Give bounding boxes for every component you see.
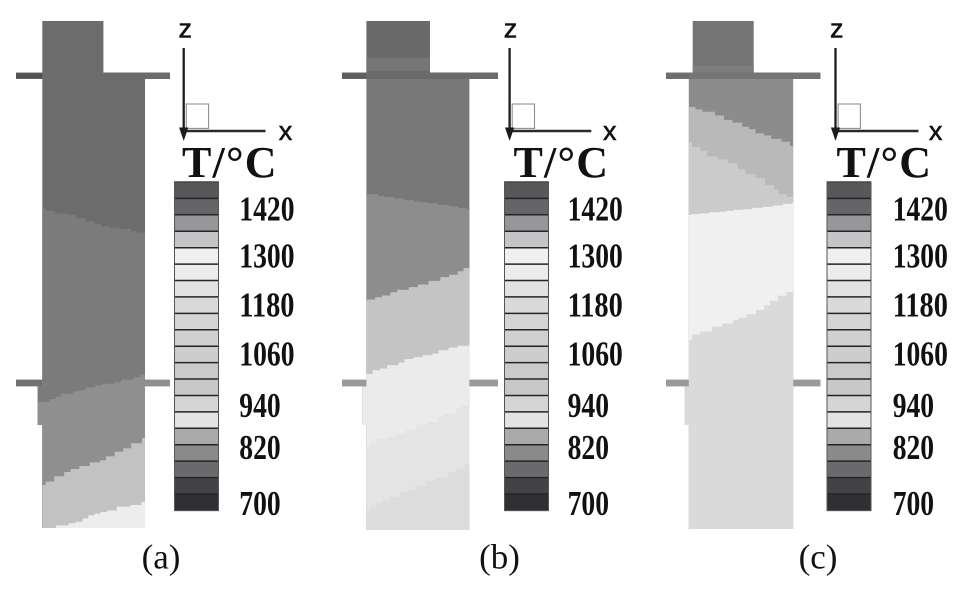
svg-text:x: x	[603, 116, 617, 146]
svg-text:820: 820	[893, 428, 934, 467]
svg-text:1300: 1300	[568, 237, 623, 276]
svg-text:(c): (c)	[799, 538, 838, 577]
svg-text:T/°C: T/°C	[837, 138, 933, 187]
svg-text:1060: 1060	[893, 335, 948, 374]
svg-text:1060: 1060	[568, 335, 623, 374]
svg-text:1180: 1180	[568, 286, 623, 325]
svg-text:(a): (a)	[142, 538, 181, 577]
svg-text:x: x	[929, 116, 943, 146]
svg-text:z: z	[830, 14, 844, 44]
svg-text:T/°C: T/°C	[514, 138, 610, 187]
svg-text:940: 940	[893, 386, 934, 425]
svg-text:940: 940	[239, 386, 280, 425]
svg-text:1420: 1420	[568, 190, 623, 229]
svg-text:1300: 1300	[893, 237, 948, 276]
svg-text:700: 700	[239, 484, 280, 523]
svg-text:1300: 1300	[239, 237, 294, 276]
svg-text:z: z	[504, 14, 518, 44]
svg-text:1180: 1180	[239, 286, 294, 325]
svg-text:940: 940	[568, 386, 609, 425]
svg-text:x: x	[279, 116, 293, 146]
svg-text:1060: 1060	[239, 335, 294, 374]
svg-text:820: 820	[239, 428, 280, 467]
svg-text:700: 700	[893, 484, 934, 523]
svg-text:700: 700	[568, 484, 609, 523]
svg-text:z: z	[179, 14, 193, 44]
svg-text:820: 820	[568, 428, 609, 467]
svg-text:1180: 1180	[893, 286, 948, 325]
svg-text:1420: 1420	[893, 190, 948, 229]
svg-text:(b): (b)	[479, 538, 520, 577]
svg-text:1420: 1420	[239, 190, 294, 229]
svg-text:T/°C: T/°C	[182, 138, 278, 187]
